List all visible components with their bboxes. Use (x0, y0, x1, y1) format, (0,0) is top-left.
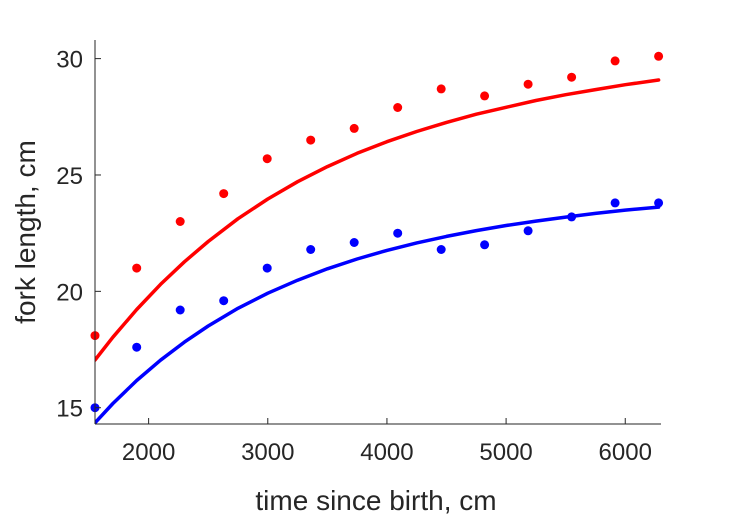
data-point-1 (654, 198, 664, 208)
data-point-1 (219, 296, 229, 306)
x-tick-label: 5000 (479, 439, 532, 466)
data-points (90, 51, 664, 413)
data-point-0 (654, 51, 664, 61)
data-point-1 (393, 228, 403, 238)
data-point-1 (132, 342, 142, 352)
x-tick-label: 6000 (599, 439, 652, 466)
data-point-0 (567, 72, 577, 82)
y-tick-label: 15 (56, 396, 83, 423)
data-point-0 (175, 217, 185, 226)
data-point-1 (567, 212, 577, 222)
data-point-1 (436, 245, 446, 254)
data-point-0 (393, 103, 403, 112)
data-point-1 (262, 263, 272, 273)
data-point-1 (175, 305, 185, 315)
data-point-1 (523, 226, 533, 236)
data-point-0 (262, 154, 272, 164)
data-point-0 (610, 56, 620, 66)
x-tick-label: 4000 (360, 439, 413, 466)
x-tick-label: 2000 (122, 439, 175, 466)
data-point-1 (610, 198, 620, 208)
fit-curve-0 (95, 78, 661, 362)
data-point-0 (436, 84, 446, 94)
data-point-0 (306, 135, 316, 145)
plot-area (90, 51, 664, 424)
y-tick-label: 25 (56, 163, 83, 190)
y-tick-label: 20 (56, 279, 83, 306)
data-point-1 (349, 238, 359, 247)
fit-curves (95, 78, 661, 424)
x-axis-label: time since birth, cm (255, 485, 496, 516)
data-point-0 (219, 189, 229, 199)
data-point-1 (480, 240, 490, 250)
x-tick-label: 3000 (241, 439, 294, 466)
data-point-0 (132, 263, 142, 273)
fit-curve-1 (95, 205, 661, 424)
y-axis-label: fork length, cm (10, 140, 41, 324)
data-point-1 (306, 245, 316, 254)
data-point-0 (480, 91, 490, 101)
x-axis-ticks: 2000 3000 4000 5000 6000 (122, 418, 652, 466)
data-point-0 (523, 79, 533, 89)
y-tick-label: 30 (56, 47, 83, 74)
y-axis-ticks: 15 20 25 30 (56, 47, 101, 423)
data-point-0 (349, 123, 359, 133)
